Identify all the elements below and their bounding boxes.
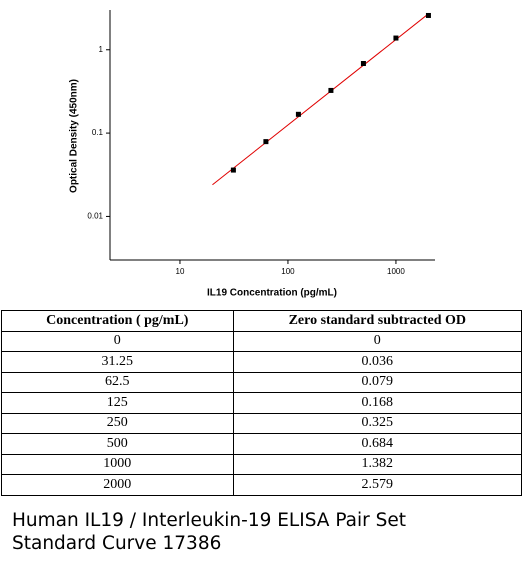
table-cell: 31.25 bbox=[1, 351, 234, 373]
chart: IL19 Concentration (pg/mL) Optical Densi… bbox=[69, 10, 435, 299]
table-cell: 2000 bbox=[1, 474, 234, 496]
header-row: Concentration ( pg/mL) Zero standard subt… bbox=[1, 310, 523, 332]
data-point bbox=[328, 87, 334, 93]
table-cell: 62.5 bbox=[1, 371, 234, 393]
table-cell: 1000 bbox=[1, 453, 234, 475]
table-row: 500 0.684 bbox=[1, 433, 523, 455]
y-axis-label: Optical Density (450nm) bbox=[69, 79, 80, 193]
x-tick-label: 1000 bbox=[387, 267, 405, 276]
x-tick-label: 10 bbox=[176, 267, 185, 276]
table-cell: 2.579 bbox=[232, 474, 523, 496]
table-row: 125 0.168 bbox=[1, 392, 523, 414]
table-row: 2000 2.579 bbox=[1, 474, 523, 496]
table-row: 62.5 0.079 bbox=[1, 371, 523, 393]
data-point bbox=[263, 139, 269, 145]
x-tick-label: 100 bbox=[281, 267, 295, 276]
table-cell: 250 bbox=[1, 412, 234, 434]
table-cell: 0.036 bbox=[232, 351, 523, 373]
x-axis-label: IL19 Concentration (pg/mL) bbox=[207, 288, 337, 299]
data-point bbox=[295, 111, 301, 117]
data-point bbox=[230, 167, 236, 173]
table-cell: 0.325 bbox=[232, 412, 523, 434]
table-cell: 0.168 bbox=[232, 392, 523, 414]
table-cell: 0.684 bbox=[232, 433, 523, 455]
data-point bbox=[393, 35, 399, 41]
table-cell: 125 bbox=[1, 392, 234, 414]
table-cell: 0 bbox=[232, 330, 523, 352]
table-cell: 0.079 bbox=[232, 371, 523, 393]
header-cell: Concentration ( pg/mL) bbox=[1, 310, 234, 332]
caption-line: Human IL19 / Interleukin-19 ELISA Pair S… bbox=[12, 510, 406, 531]
table-cell: 0 bbox=[1, 330, 234, 352]
data-point bbox=[425, 12, 431, 18]
caption: Human IL19 / Interleukin-19 ELISA Pair S… bbox=[12, 509, 406, 555]
table-row: 250 0.325 bbox=[1, 412, 523, 434]
table-row: 31.25 0.036 bbox=[1, 351, 523, 373]
caption-line: Standard Curve 17386 bbox=[12, 533, 222, 554]
table-cell: 1.382 bbox=[232, 453, 523, 475]
y-tick-label: 0.01 bbox=[87, 212, 103, 221]
y-tick-label: 0.1 bbox=[92, 128, 104, 137]
fit-line bbox=[212, 13, 429, 186]
table-row: 1000 1.382 bbox=[1, 453, 523, 475]
data-point bbox=[360, 61, 366, 67]
data-table: Concentration ( pg/mL) Zero standard subt… bbox=[1, 310, 523, 496]
header-cell: Zero standard subtracted OD bbox=[232, 310, 523, 332]
y-tick-label: 1 bbox=[99, 45, 104, 54]
table-cell: 500 bbox=[1, 433, 234, 455]
